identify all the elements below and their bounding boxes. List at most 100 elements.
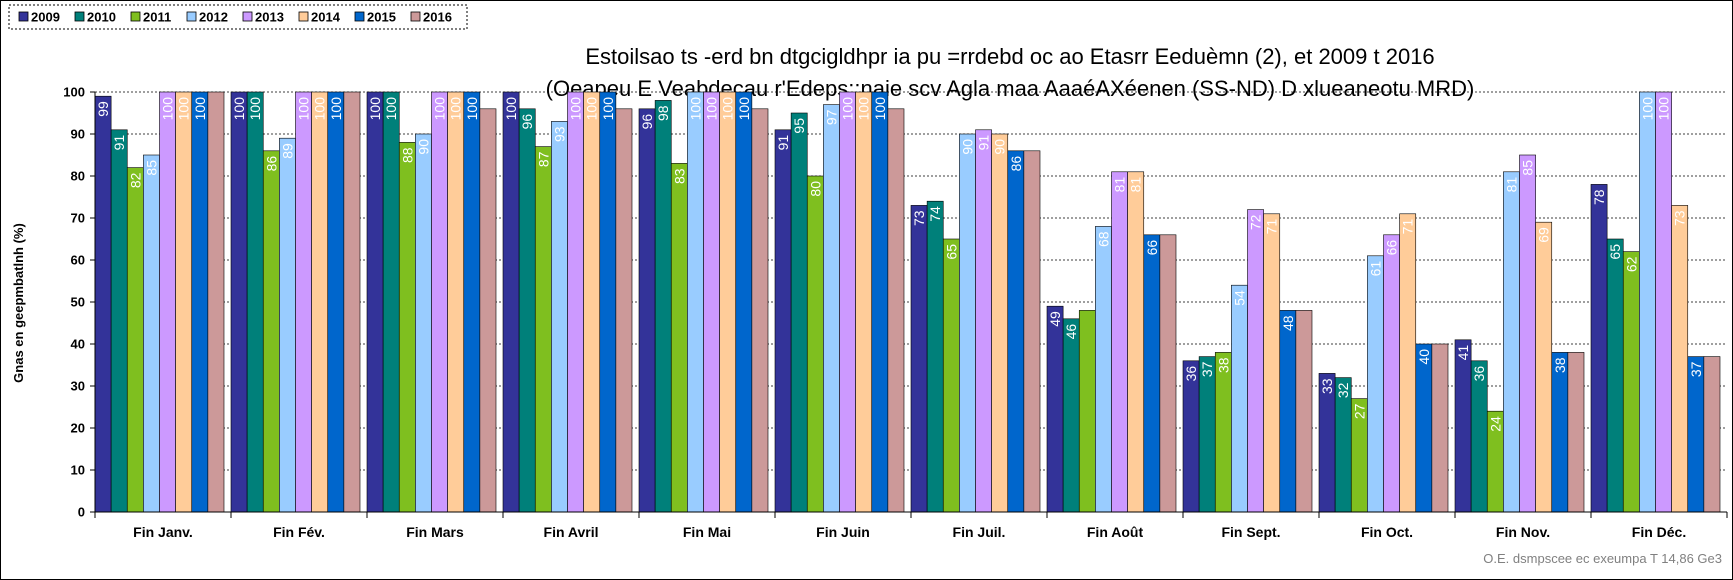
data-label: 36 — [1183, 366, 1199, 382]
bar — [502, 91, 520, 513]
bar — [479, 108, 497, 513]
legend-swatch — [298, 11, 309, 22]
data-label: 49 — [1047, 311, 1063, 327]
category-label: Fin Sept. — [1221, 524, 1280, 540]
data-label: 100 — [328, 97, 344, 121]
data-label: 100 — [192, 97, 208, 121]
bar — [790, 112, 808, 513]
bar — [1007, 150, 1025, 513]
data-label: 100 — [584, 97, 600, 121]
legend-swatch — [18, 11, 29, 22]
legend-label: 2012 — [199, 10, 228, 25]
data-label: 46 — [1063, 324, 1079, 340]
data-label: 85 — [1520, 160, 1536, 176]
bar — [1214, 352, 1232, 513]
data-label: 80 — [807, 181, 823, 197]
data-label: 100 — [568, 97, 584, 121]
data-label: 69 — [1536, 227, 1552, 243]
data-label: 73 — [1672, 210, 1688, 226]
bar — [583, 91, 601, 513]
bar — [463, 91, 481, 513]
data-label: 83 — [671, 168, 687, 184]
bar — [615, 108, 633, 513]
bar — [366, 91, 384, 513]
bar — [518, 108, 536, 513]
data-label: 89 — [279, 143, 295, 159]
bar — [1383, 234, 1400, 513]
bar — [382, 91, 400, 513]
y-tick-label: 10 — [71, 463, 85, 478]
legend-item-2012: 2012 — [186, 10, 228, 25]
bar — [1046, 305, 1064, 513]
data-label: 61 — [1367, 261, 1383, 277]
data-label: 71 — [1264, 219, 1280, 235]
bar — [1231, 284, 1248, 513]
bar — [1247, 209, 1264, 513]
data-label: 99 — [95, 101, 111, 117]
bar — [687, 91, 704, 513]
bar — [871, 91, 889, 513]
data-label: 100 — [464, 97, 480, 121]
bar — [191, 91, 209, 513]
data-label: 38 — [1215, 357, 1231, 373]
bar — [806, 175, 824, 513]
bar — [551, 121, 568, 513]
bar — [94, 95, 112, 513]
bar — [1551, 352, 1569, 513]
bar — [1415, 343, 1433, 513]
category-label: Fin Fév. — [273, 524, 325, 540]
y-tick-label: 60 — [71, 253, 85, 268]
data-label: 100 — [840, 97, 856, 121]
legend-label: 2015 — [367, 10, 396, 25]
y-tick-label: 20 — [71, 421, 85, 436]
legend-swatch — [242, 11, 253, 22]
data-label: 37 — [1688, 361, 1704, 377]
bar — [1703, 356, 1721, 513]
bar — [638, 108, 656, 513]
data-label: 85 — [143, 160, 159, 176]
bar — [159, 91, 176, 513]
y-tick-label: 70 — [71, 211, 85, 226]
bar — [1503, 171, 1520, 513]
bar — [567, 91, 584, 513]
data-label: 100 — [247, 97, 263, 121]
data-label: 90 — [415, 139, 431, 155]
bar — [959, 133, 976, 513]
bar — [110, 129, 128, 513]
data-label: 100 — [600, 97, 616, 121]
bar — [230, 91, 248, 513]
y-tick-label: 40 — [71, 337, 85, 352]
data-label: 100 — [432, 97, 448, 121]
data-label: 100 — [687, 97, 703, 121]
category-labels: Fin Janv. Fin Fév. Fin Mars Fin Avril Fin Ma… — [133, 524, 1686, 540]
y-axis-label: Gnas en geepmbatlnh (%) — [11, 223, 26, 383]
legend-label: 2013 — [255, 10, 284, 25]
bar — [1127, 171, 1145, 513]
data-label: 73 — [911, 210, 927, 226]
data-label: 100 — [720, 97, 736, 121]
data-label: 100 — [367, 97, 383, 121]
data-label: 100 — [296, 97, 312, 121]
data-label: 38 — [1552, 357, 1568, 373]
legend-label: 2016 — [423, 10, 452, 25]
bar — [1606, 238, 1624, 513]
legend-swatch — [354, 11, 365, 22]
bar — [1295, 310, 1313, 513]
bar — [1590, 184, 1608, 513]
bar — [1431, 343, 1449, 513]
data-label: 96 — [639, 114, 655, 130]
bar — [1535, 221, 1553, 513]
data-label: 88 — [399, 147, 415, 163]
bar — [1159, 234, 1177, 513]
bar — [398, 142, 416, 513]
data-label: 86 — [263, 156, 279, 172]
bar — [1182, 360, 1200, 513]
category-label: Fin Oct. — [1361, 524, 1413, 540]
legend-item-2013: 2013 — [242, 10, 284, 25]
chart-subtitle: (Oeapeu E Veabdecau r'Edeps;:naie scv Ag… — [546, 76, 1475, 101]
data-label: 71 — [1400, 219, 1416, 235]
category-label: Fin Déc. — [1632, 524, 1686, 540]
